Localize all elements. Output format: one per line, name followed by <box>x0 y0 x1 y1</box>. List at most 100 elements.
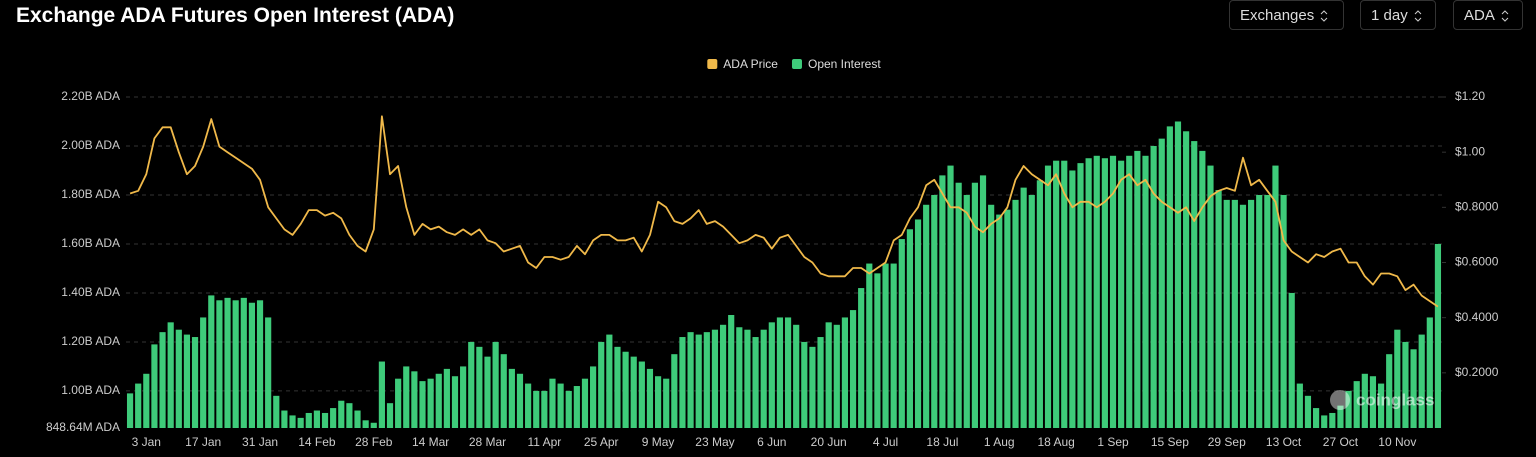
bar <box>476 346 483 428</box>
x-tick-label: 18 Aug <box>1037 435 1074 449</box>
bar <box>874 273 881 428</box>
bar <box>565 390 572 428</box>
bar <box>208 295 215 428</box>
bar <box>492 341 499 428</box>
y-tick-label: 1.00B ADA <box>61 383 120 397</box>
bar <box>882 263 889 428</box>
exchanges-select[interactable]: Exchanges <box>1229 0 1344 30</box>
x-tick-label: 4 Jul <box>873 435 898 449</box>
bar <box>1280 194 1287 428</box>
x-tick-label: 11 Apr <box>527 435 561 449</box>
bar <box>1093 155 1100 428</box>
bar <box>947 165 954 428</box>
bar <box>598 341 605 428</box>
bar <box>1174 121 1182 429</box>
bar <box>573 386 580 428</box>
x-tick-label: 9 May <box>642 435 675 449</box>
bar <box>248 302 256 428</box>
bar <box>541 390 548 428</box>
bar <box>606 334 613 428</box>
bar <box>1256 194 1263 428</box>
bar <box>784 317 792 428</box>
bar <box>622 351 629 428</box>
select-label: ADA <box>1464 7 1495 24</box>
y2-tick-label: $0.6000 <box>1455 255 1499 269</box>
bar <box>760 329 767 428</box>
bar <box>419 381 426 428</box>
bar <box>395 378 402 428</box>
bar <box>289 415 296 428</box>
bar <box>581 378 589 428</box>
x-tick-label: 10 Nov <box>1378 435 1416 449</box>
bar <box>646 368 654 428</box>
bar <box>728 314 735 428</box>
x-tick-label: 17 Jan <box>185 435 221 449</box>
x-tick-label: 1 Sep <box>1097 435 1129 449</box>
bar <box>265 317 272 428</box>
x-tick-label: 20 Jun <box>811 435 847 449</box>
bar <box>516 373 524 428</box>
bar <box>939 175 946 428</box>
bar <box>451 376 459 428</box>
bar <box>1272 165 1279 428</box>
bar <box>1402 341 1409 428</box>
y-tick-label: 2.20B ADA <box>61 89 120 103</box>
bar <box>979 175 987 428</box>
chevron <box>1501 10 1509 22</box>
chevron <box>1320 10 1328 22</box>
bar <box>1248 199 1255 428</box>
bar <box>1377 383 1385 428</box>
bar <box>305 412 312 428</box>
bar <box>833 324 840 428</box>
bar <box>1312 408 1320 428</box>
bar <box>200 317 207 428</box>
bar <box>890 263 897 428</box>
bar <box>1353 381 1360 428</box>
bar <box>346 403 353 428</box>
bar <box>914 219 922 428</box>
bar <box>687 332 694 428</box>
interval-select[interactable]: 1 day <box>1360 0 1436 30</box>
unit-select[interactable]: ADA <box>1453 0 1523 30</box>
bar <box>533 390 540 428</box>
bar <box>378 361 385 428</box>
bar <box>411 371 418 428</box>
bar <box>1215 190 1222 428</box>
y-tick-label: 848.64M ADA <box>46 420 120 434</box>
bar <box>1191 141 1198 428</box>
bar <box>931 194 938 428</box>
bar <box>354 410 361 428</box>
legend-swatch <box>707 59 718 69</box>
bar <box>151 344 158 428</box>
bar <box>793 324 800 428</box>
x-tick-label: 29 Sep <box>1208 435 1246 449</box>
bar <box>654 376 662 428</box>
bar <box>403 366 410 428</box>
bar <box>1345 390 1352 428</box>
bar <box>1410 349 1417 428</box>
bar <box>1101 158 1108 428</box>
bar <box>1329 412 1336 428</box>
bar <box>809 346 816 428</box>
x-tick-label: 28 Mar <box>469 435 506 449</box>
x-tick-label: 15 Sep <box>1151 435 1189 449</box>
bar <box>1020 187 1027 428</box>
bar <box>1337 405 1344 428</box>
bar <box>1361 373 1368 428</box>
bar <box>435 373 442 428</box>
bar <box>768 322 775 428</box>
y2-tick-label: $0.8000 <box>1455 200 1499 214</box>
bar <box>663 378 670 428</box>
bar <box>468 341 475 428</box>
bar <box>549 378 556 428</box>
bar <box>1069 170 1076 428</box>
bar <box>711 329 719 428</box>
bar <box>159 332 166 428</box>
bar <box>1321 415 1328 428</box>
bar <box>191 337 199 428</box>
y-tick-label: 1.40B ADA <box>61 285 120 299</box>
bar <box>695 334 702 428</box>
bar <box>1288 292 1295 428</box>
bar <box>776 317 784 428</box>
bar <box>955 182 962 428</box>
